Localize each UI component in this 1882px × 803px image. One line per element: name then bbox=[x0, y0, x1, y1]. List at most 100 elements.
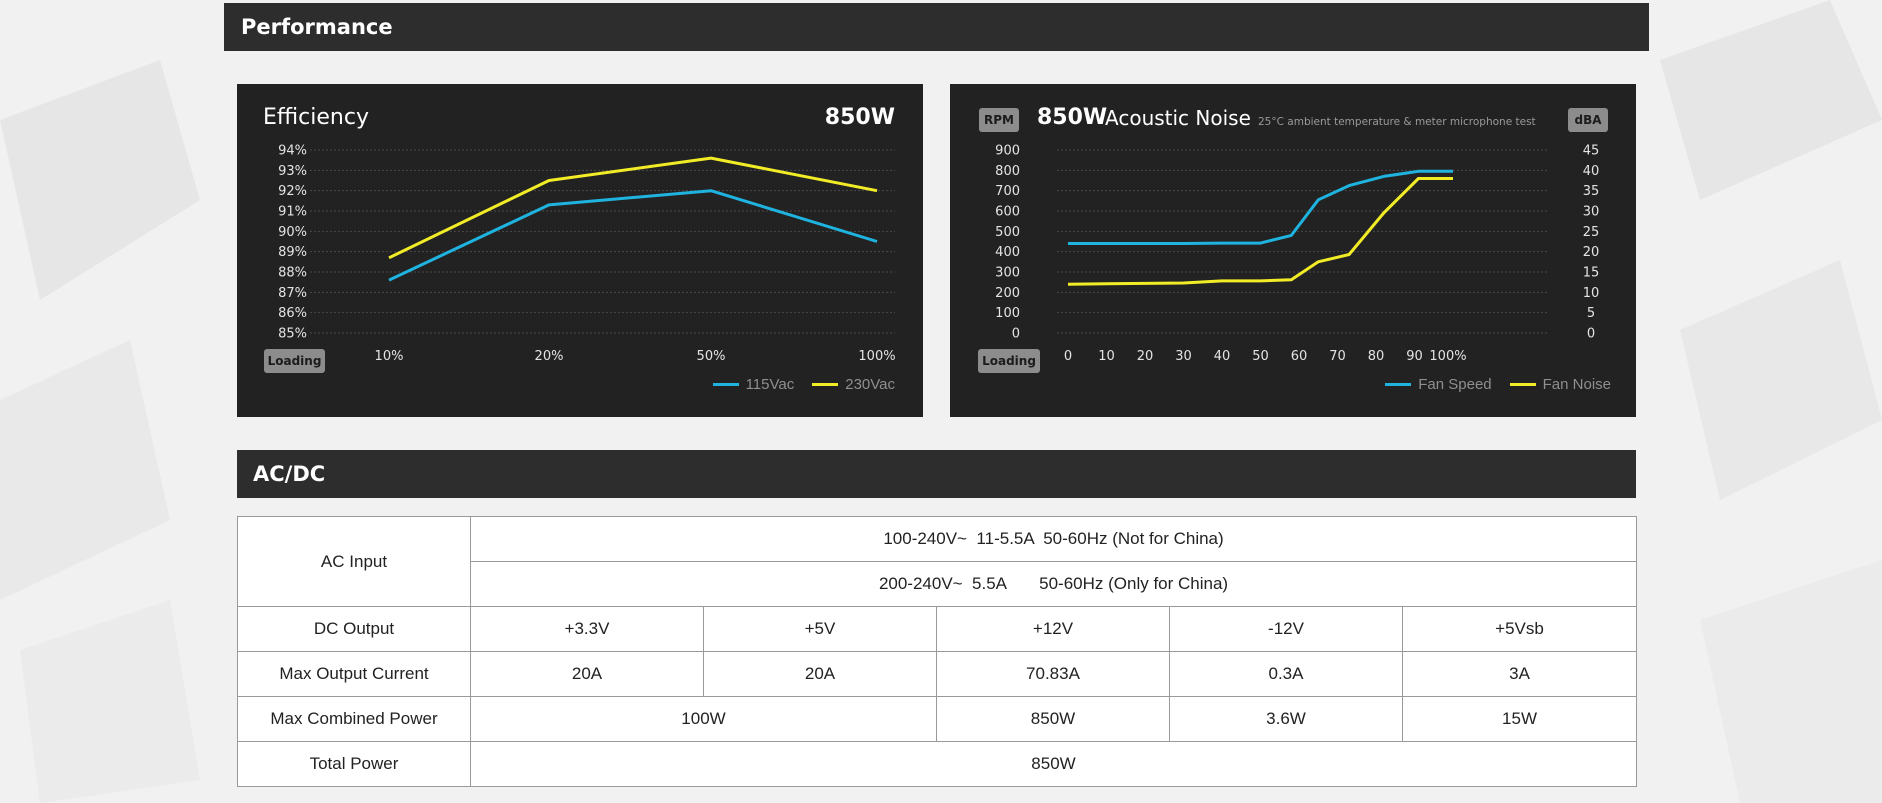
legend-item-fan-noise: Fan Noise bbox=[1509, 376, 1611, 393]
max-output-current-cell: 20A bbox=[703, 651, 937, 697]
legend-swatch-fan-noise bbox=[1509, 383, 1536, 386]
x-tick-label: 50% bbox=[697, 349, 726, 364]
y-left-tick-label: 500 bbox=[995, 225, 1020, 240]
y-left-tick-label: 700 bbox=[995, 184, 1020, 199]
max-combined-power-cell: 850W bbox=[936, 696, 1170, 742]
x-tick-label: 10 bbox=[1098, 349, 1115, 364]
y-left-tick-label: 600 bbox=[995, 205, 1020, 220]
y-tick-label: 91% bbox=[278, 205, 307, 220]
dba-badge: dBA bbox=[1568, 108, 1608, 132]
y-left-tick-label: 900 bbox=[995, 144, 1020, 159]
legend-swatch-fan-speed bbox=[1385, 383, 1412, 386]
acoustic-noise-chart: 0100200300400500600700800900051015202530… bbox=[995, 144, 1600, 365]
y-tick-label: 85% bbox=[278, 327, 307, 342]
dc-output-cell: +3.3V bbox=[470, 606, 704, 652]
efficiency-title: Efficiency bbox=[263, 105, 369, 130]
dc-output-cell: -12V bbox=[1169, 606, 1403, 652]
table-row-max-combined-power: Max Combined Power 100W 850W 3.6W 15W bbox=[237, 696, 1638, 742]
y-tick-label: 92% bbox=[278, 184, 307, 199]
series-line-fan-speed bbox=[1068, 169, 1453, 245]
y-tick-label: 89% bbox=[278, 245, 307, 260]
legend-swatch-115vac bbox=[712, 383, 739, 386]
y-left-tick-label: 400 bbox=[995, 245, 1020, 260]
y-tick-label: 87% bbox=[278, 286, 307, 301]
legend-label-115vac: 115Vac bbox=[745, 376, 795, 393]
y-right-tick-label: 0 bbox=[1587, 327, 1595, 342]
acdc-header: AC/DC bbox=[237, 450, 1636, 498]
max-output-current-cell: 20A bbox=[470, 651, 704, 697]
y-right-tick-label: 20 bbox=[1583, 245, 1600, 260]
legend-item-230vac: 230Vac bbox=[812, 376, 895, 393]
max-output-current-cell: 0.3A bbox=[1169, 651, 1403, 697]
acoustic-noise-chart-panel: 0 100 200 300 400 500 600 700 800 900 0 5 10 15 20 25 30… bbox=[950, 84, 1636, 417]
max-output-current-cell: 3A bbox=[1401, 651, 1638, 697]
x-tick-label: 100% bbox=[1429, 349, 1466, 364]
efficiency-chart-panel: 85% 86% 87% 88% 89% 90% 91% 92% 93% 94% 10% 20% 50% 1… bbox=[237, 84, 923, 417]
efficiency-legend: 115Vac 230Vac bbox=[712, 376, 895, 393]
total-power-label: Total Power bbox=[237, 741, 471, 787]
noise-title: Acoustic Noise bbox=[1105, 106, 1251, 130]
y-right-tick-label: 5 bbox=[1587, 306, 1595, 321]
noise-loading-badge: Loading bbox=[978, 349, 1040, 373]
table-row-ac-input-2: 200-240V~ 5.5A 50-60Hz (Only for China) bbox=[238, 561, 1638, 607]
total-power-value: 850W bbox=[469, 741, 1638, 787]
noise-subtitle: 25°C ambient temperature & meter microph… bbox=[1258, 116, 1536, 128]
ac-input-line-1: 100-240V~ 11-5.5A 50-60Hz (Not for China… bbox=[469, 516, 1638, 562]
x-tick-label: 100% bbox=[858, 349, 895, 364]
table-row-dc-output: DC Output +3.3V +5V +12V -12V +5Vsb bbox=[237, 606, 1638, 652]
x-tick-label: 50 bbox=[1252, 349, 1269, 364]
x-tick-label: 30 bbox=[1175, 349, 1192, 364]
table-row-max-output-current: Max Output Current 20A 20A 70.83A 0.3A 3… bbox=[237, 651, 1638, 697]
y-right-tick-label: 15 bbox=[1583, 266, 1600, 281]
y-tick-label: 88% bbox=[278, 266, 307, 281]
legend-label-fan-noise: Fan Noise bbox=[1542, 376, 1611, 393]
x-tick-label: 80 bbox=[1368, 349, 1385, 364]
x-tick-label: 0 bbox=[1064, 349, 1072, 364]
max-output-current-cell: 70.83A bbox=[936, 651, 1170, 697]
max-combined-power-cell: 15W bbox=[1401, 696, 1638, 742]
series-line-fan-noise bbox=[1067, 177, 1453, 286]
x-tick-label: 60 bbox=[1291, 349, 1308, 364]
y-right-tick-label: 10 bbox=[1583, 286, 1600, 301]
efficiency-loading-badge: Loading bbox=[264, 349, 325, 373]
dc-output-cell: +5Vsb bbox=[1401, 606, 1638, 652]
x-tick-label: 90 bbox=[1406, 349, 1423, 364]
legend-item-115vac: 115Vac bbox=[712, 376, 795, 393]
x-tick-label: 10% bbox=[375, 349, 404, 364]
noise-legend: Fan Speed Fan Noise bbox=[1385, 376, 1611, 393]
y-left-tick-label: 100 bbox=[995, 306, 1020, 321]
ac-input-line-2: 200-240V~ 5.5A 50-60Hz (Only for China) bbox=[469, 561, 1638, 607]
max-output-current-label: Max Output Current bbox=[237, 651, 471, 697]
legend-swatch-230vac bbox=[812, 383, 839, 386]
efficiency-chart: 85% 86% 87% 88% 89% 90% 91% 92% 93% 94% 10% 20% 50% 1… bbox=[278, 144, 895, 365]
dc-output-cell: +5V bbox=[703, 606, 937, 652]
x-tick-label: 20 bbox=[1137, 349, 1154, 364]
table-row-total-power: Total Power 850W bbox=[237, 741, 1638, 787]
acdc-spec-table: AC Input 100-240V~ 11-5.5A 50-60Hz (Not … bbox=[237, 516, 1638, 787]
efficiency-wattage: 850W bbox=[824, 105, 895, 130]
y-left-tick-label: 200 bbox=[995, 286, 1020, 301]
dc-output-label: DC Output bbox=[237, 606, 471, 652]
max-combined-power-cell: 3.6W bbox=[1169, 696, 1403, 742]
performance-header: Performance bbox=[224, 3, 1649, 51]
max-combined-power-label: Max Combined Power bbox=[237, 696, 471, 742]
dc-output-cell: +12V bbox=[936, 606, 1170, 652]
y-right-tick-label: 35 bbox=[1583, 184, 1600, 199]
series-line-115vac bbox=[388, 189, 878, 282]
y-tick-label: 93% bbox=[278, 164, 307, 179]
y-tick-label: 94% bbox=[278, 144, 307, 159]
y-tick-label: 86% bbox=[278, 306, 307, 321]
ac-input-label: AC Input bbox=[237, 516, 471, 607]
y-left-tick-label: 800 bbox=[995, 164, 1020, 179]
x-tick-label: 70 bbox=[1329, 349, 1346, 364]
x-tick-label: 20% bbox=[535, 349, 564, 364]
x-tick-label: 40 bbox=[1214, 349, 1231, 364]
series-line-230vac bbox=[388, 156, 878, 260]
noise-wattage: 850W bbox=[1037, 105, 1108, 130]
y-left-tick-label: 0 bbox=[1012, 327, 1020, 342]
rpm-badge: RPM bbox=[979, 108, 1019, 132]
y-tick-label: 90% bbox=[278, 225, 307, 240]
max-combined-power-cell: 100W bbox=[470, 696, 937, 742]
table-row-ac-input-1: AC Input 100-240V~ 11-5.5A 50-60Hz (Not … bbox=[237, 516, 1638, 607]
legend-label-230vac: 230Vac bbox=[845, 376, 895, 393]
